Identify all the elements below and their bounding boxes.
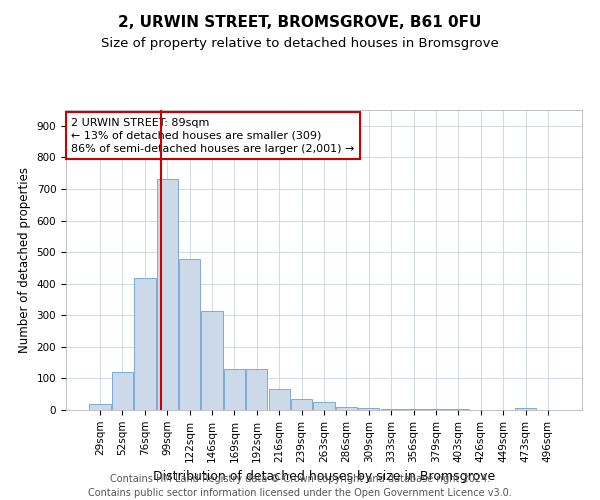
Y-axis label: Number of detached properties: Number of detached properties <box>18 167 31 353</box>
Bar <box>179 259 200 410</box>
Bar <box>336 407 357 410</box>
X-axis label: Distribution of detached houses by size in Bromsgrove: Distribution of detached houses by size … <box>153 470 495 483</box>
Bar <box>515 408 536 410</box>
Bar <box>202 310 223 410</box>
Bar <box>89 404 111 410</box>
Bar <box>246 369 268 410</box>
Text: Contains HM Land Registry data © Crown copyright and database right 2024.
Contai: Contains HM Land Registry data © Crown c… <box>88 474 512 498</box>
Bar <box>134 278 155 410</box>
Bar <box>112 372 133 410</box>
Bar <box>313 402 335 410</box>
Bar <box>224 369 245 410</box>
Bar <box>291 399 312 410</box>
Text: 2 URWIN STREET: 89sqm
← 13% of detached houses are smaller (309)
86% of semi-det: 2 URWIN STREET: 89sqm ← 13% of detached … <box>71 118 355 154</box>
Text: 2, URWIN STREET, BROMSGROVE, B61 0FU: 2, URWIN STREET, BROMSGROVE, B61 0FU <box>118 15 482 30</box>
Bar <box>358 408 379 410</box>
Bar <box>269 390 290 410</box>
Text: Size of property relative to detached houses in Bromsgrove: Size of property relative to detached ho… <box>101 38 499 51</box>
Bar <box>157 180 178 410</box>
